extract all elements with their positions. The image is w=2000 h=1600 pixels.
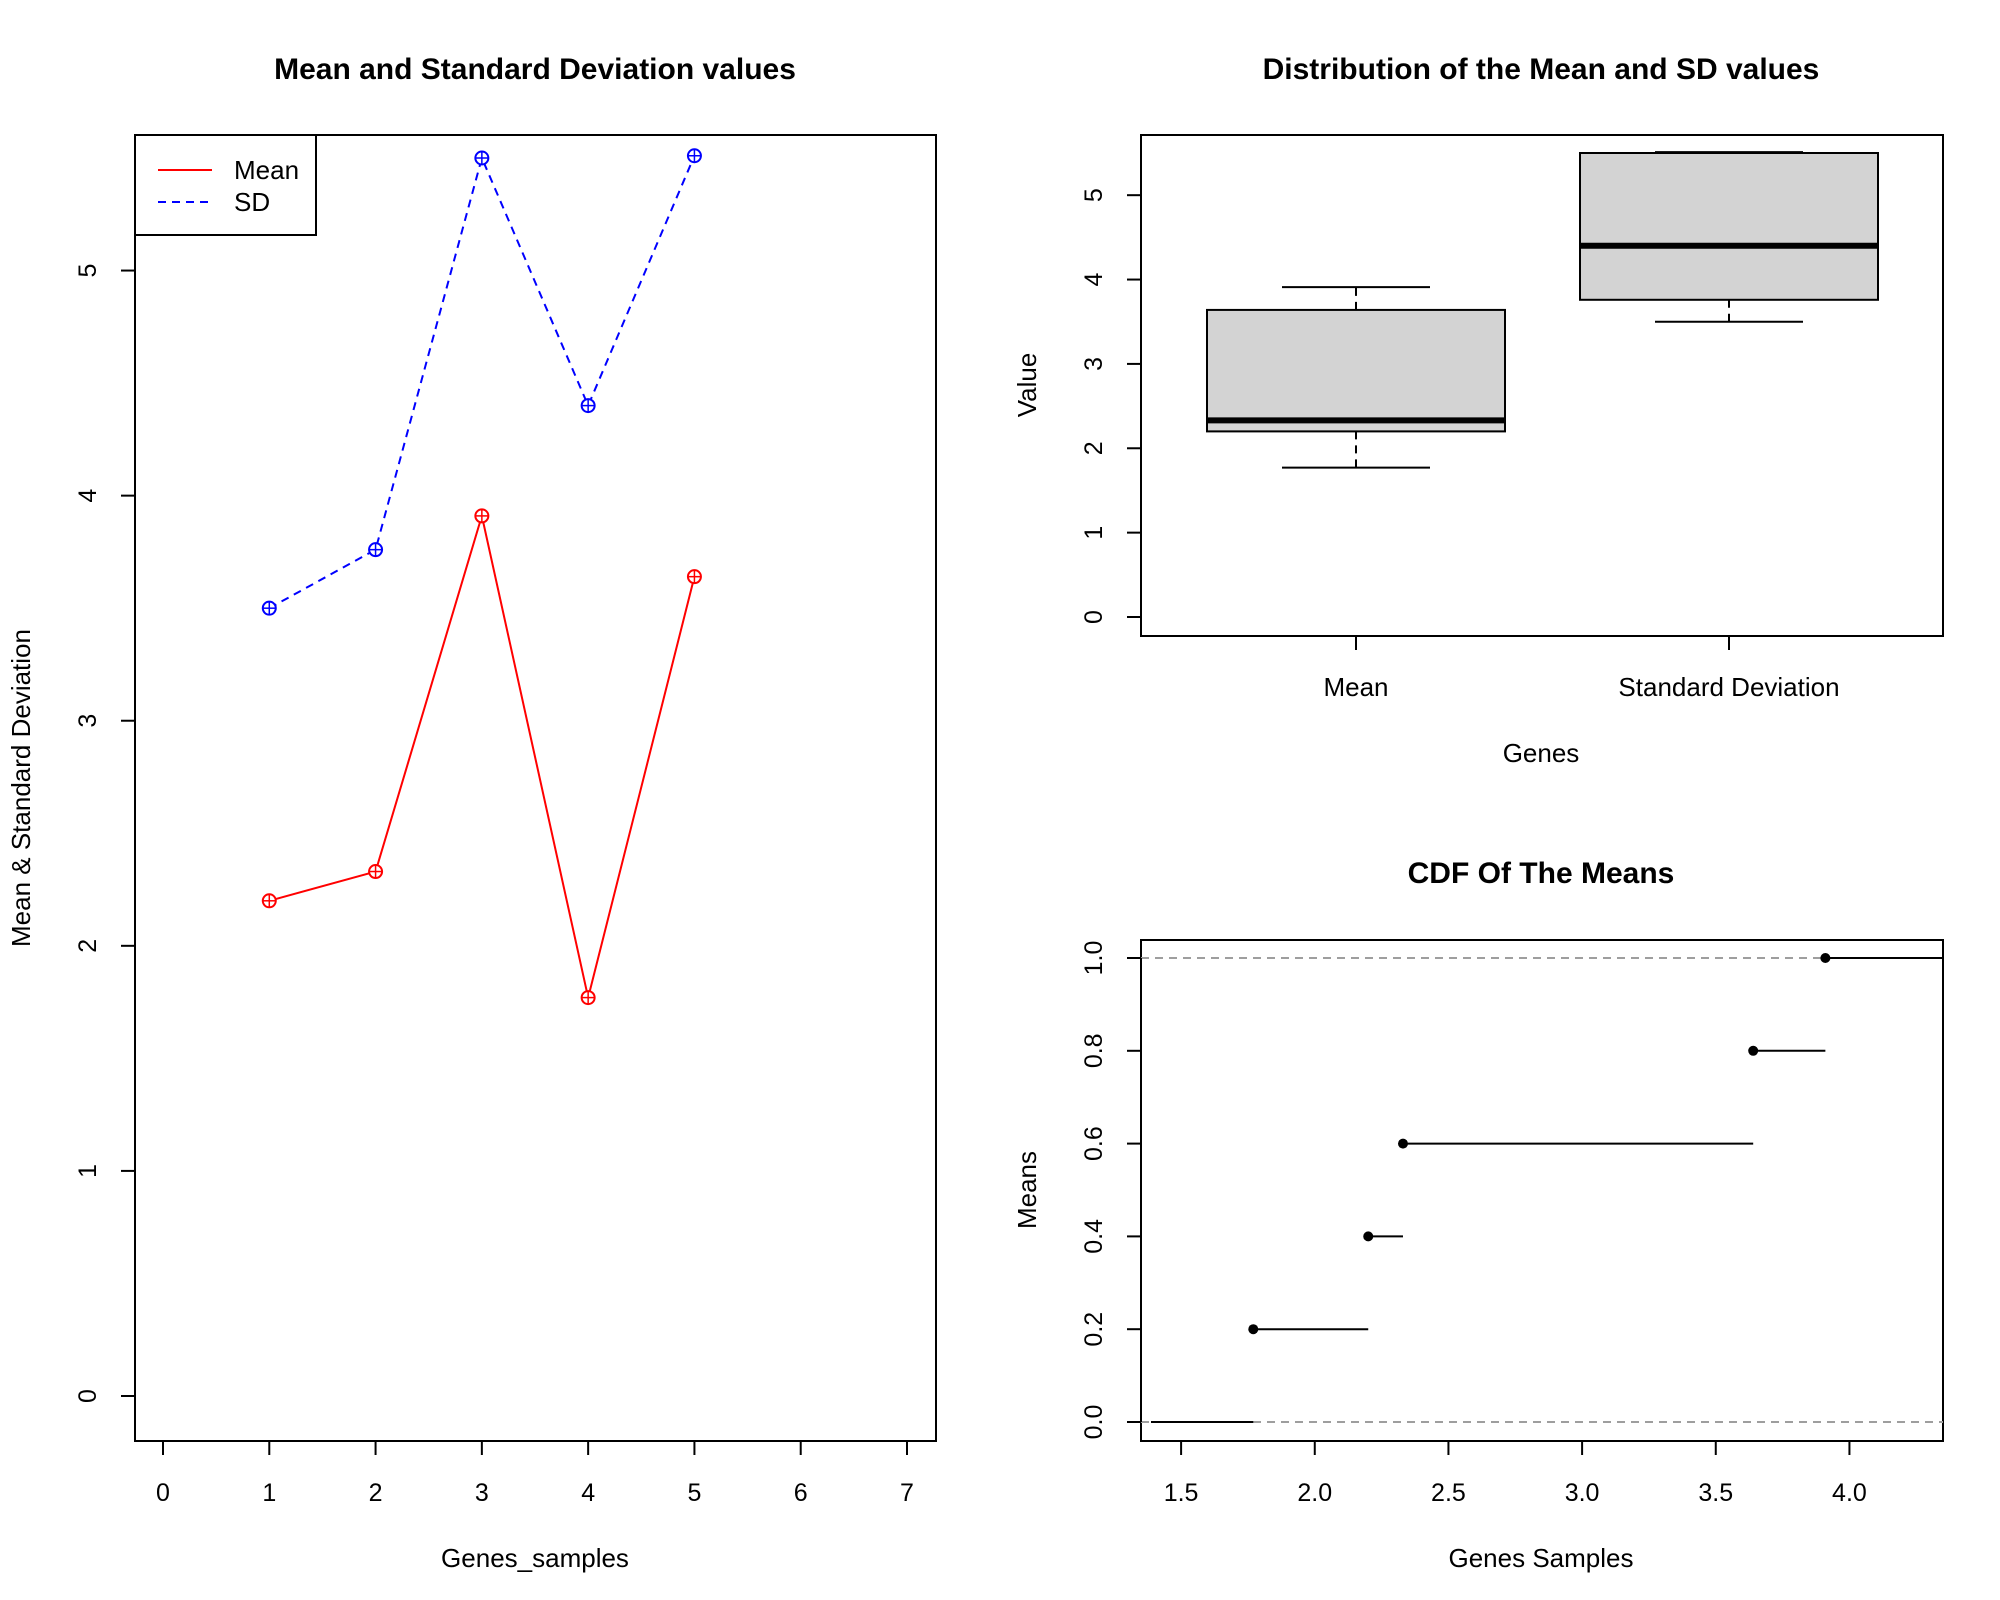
y-tick-label: 0.4	[1080, 1219, 1108, 1254]
box-plot-y-label: Value	[1012, 353, 1042, 418]
cdf-plot-panel: CDF Of The Means 1.5 2.0 2.5 3.0 3.5 4.0 0.00…	[1012, 857, 1944, 1573]
cdf-plot-x-label: Genes Samples	[1449, 1543, 1634, 1573]
line-chart-y-axis: 0 1 2 3 4 5	[74, 264, 136, 1403]
series-point-mean	[580, 990, 596, 1006]
y-tick-label: 5	[1080, 188, 1108, 202]
y-tick-label: 1	[74, 1164, 102, 1178]
cdf-plot-x-axis: 1.5 2.0 2.5 3.0 3.5 4.0	[1164, 1440, 1867, 1507]
y-tick-label: 1	[1080, 526, 1108, 540]
y-tick-label: 4	[74, 489, 102, 503]
line-chart-series	[261, 148, 702, 1006]
line-chart-plot-frame	[134, 134, 937, 1442]
y-tick-label: 5	[74, 264, 102, 278]
box-plot-title: Distribution of the Mean and SD values	[1263, 53, 1820, 86]
x-category-label: Standard Deviation	[1618, 672, 1839, 702]
cdf-plot-plot-frame	[1140, 939, 1944, 1442]
series-point-sd	[368, 542, 384, 558]
legend-box	[134, 134, 317, 236]
x-tick-label: 6	[794, 1479, 808, 1507]
iqr-box	[1579, 152, 1879, 301]
series-point-mean	[474, 508, 490, 524]
series-point-mean	[368, 864, 384, 880]
x-tick-label: 3	[475, 1479, 489, 1507]
box-plot-panel: Distribution of the Mean and SD values 0…	[1012, 53, 1944, 768]
cdf-point	[1248, 1324, 1259, 1335]
cdf-plot-title: CDF Of The Means	[1408, 857, 1675, 890]
box-plot-y-axis: 0 1 2 3 4 5	[1080, 188, 1142, 624]
legend-sd-label: SD	[234, 187, 270, 217]
box-plot-x-label: Genes	[1503, 738, 1580, 768]
cdf-reference-lines	[1141, 957, 1943, 1423]
cdf-plot-y-axis: 0.0 0.2 0.4 0.6 0.8 1.0	[1080, 941, 1142, 1440]
x-tick-label: 2	[369, 1479, 383, 1507]
series-point-mean	[261, 893, 277, 909]
y-tick-label: 0.2	[1080, 1312, 1108, 1347]
series-point-mean	[686, 569, 702, 585]
x-tick-label: 3.0	[1565, 1479, 1600, 1507]
x-tick-label: 4	[581, 1479, 595, 1507]
box-standard-deviation	[1579, 151, 1879, 323]
y-tick-label: 2	[1080, 441, 1108, 455]
y-tick-label: 0	[1080, 610, 1108, 624]
y-tick-label: 3	[1080, 357, 1108, 371]
x-category-label: Mean	[1323, 672, 1388, 702]
y-tick-label: 0	[74, 1389, 102, 1403]
cdf-point	[1748, 1045, 1759, 1056]
cdf-plot-y-label: Means	[1012, 1151, 1042, 1229]
box-mean	[1206, 286, 1506, 469]
y-tick-label: 2	[74, 939, 102, 953]
cdf-point	[1820, 953, 1831, 963]
iqr-box	[1206, 308, 1506, 433]
series-line-mean	[269, 511, 696, 998]
x-tick-label: 4.0	[1832, 1479, 1867, 1507]
x-tick-label: 7	[900, 1479, 914, 1507]
x-tick-label: 2.0	[1297, 1479, 1332, 1507]
x-tick-label: 3.5	[1698, 1479, 1733, 1507]
x-tick-label: 0	[156, 1479, 170, 1507]
y-tick-label: 0.0	[1080, 1405, 1108, 1440]
legend-mean-label: Mean	[234, 155, 299, 185]
series-point-sd	[261, 600, 277, 616]
cdf-point	[1397, 1138, 1408, 1149]
series-point-sd	[580, 398, 596, 414]
line-chart-y-label: Mean & Standard Deviation	[6, 629, 36, 947]
box-plot-boxes	[1206, 151, 1879, 469]
line-chart-title: Mean and Standard Deviation values	[274, 53, 796, 86]
series-point-sd	[474, 150, 490, 166]
y-tick-label: 1.0	[1080, 941, 1108, 976]
y-tick-label: 0.8	[1080, 1033, 1108, 1068]
series-line-sd	[268, 154, 696, 610]
line-chart-legend: Mean SD	[134, 134, 317, 236]
box-plot-x-axis: Mean Standard Deviation	[1323, 635, 1840, 702]
y-tick-label: 4	[1080, 272, 1108, 286]
cdf-point	[1363, 1231, 1374, 1242]
x-tick-label: 1.5	[1164, 1479, 1199, 1507]
x-tick-label: 5	[687, 1479, 701, 1507]
y-tick-label: 3	[74, 714, 102, 728]
series-point-sd	[686, 148, 702, 164]
cdf-steps	[1151, 953, 1943, 1423]
y-tick-label: 0.6	[1080, 1126, 1108, 1161]
line-chart-panel: Mean and Standard Deviation values 0 1 2 3 4…	[6, 53, 937, 1573]
x-tick-label: 1	[262, 1479, 276, 1507]
line-chart-x-axis: 0 1 2 3 4 5 6 7	[156, 1440, 914, 1507]
line-chart-x-label: Genes_samples	[441, 1543, 629, 1573]
x-tick-label: 2.5	[1431, 1479, 1466, 1507]
